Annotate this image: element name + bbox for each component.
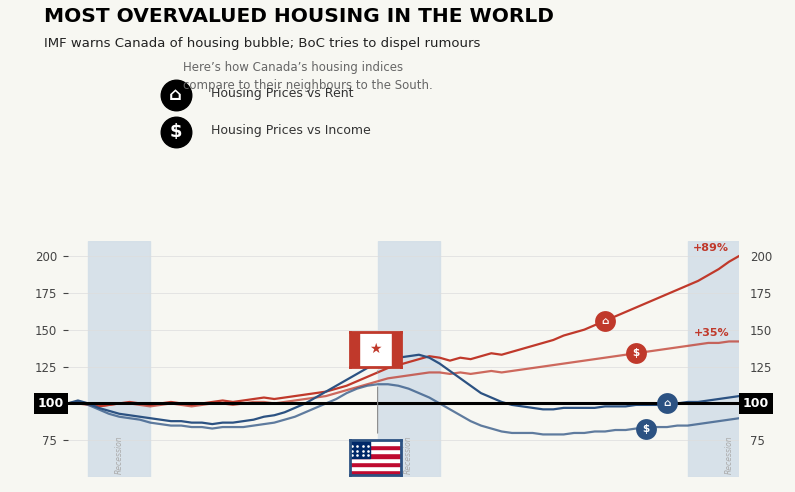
Bar [350, 440, 370, 458]
Text: +89%: +89% [693, 243, 729, 253]
Text: Recession: Recession [114, 435, 124, 473]
Text: Recession: Recession [724, 435, 734, 473]
Bar [350, 445, 401, 449]
Text: ★: ★ [370, 342, 382, 356]
Text: 100: 100 [743, 397, 769, 410]
Text: ⌂: ⌂ [169, 86, 182, 104]
Text: $: $ [642, 424, 650, 433]
Bar [378, 241, 440, 477]
Text: ⌂: ⌂ [601, 316, 609, 326]
Bar [350, 453, 401, 458]
Bar [350, 332, 359, 367]
Text: 100: 100 [38, 397, 64, 410]
Text: Recession: Recession [404, 435, 413, 473]
Bar [350, 449, 401, 453]
Bar [350, 470, 401, 475]
Bar [688, 241, 770, 477]
Bar [350, 466, 401, 470]
Text: IMF warns Canada of housing bubble; BoC tries to dispel rumours: IMF warns Canada of housing bubble; BoC … [44, 37, 480, 50]
Text: Here’s how Canada’s housing indices
compare to their neighbours to the South.: Here’s how Canada’s housing indices comp… [183, 62, 432, 92]
Text: Housing Prices vs Income: Housing Prices vs Income [211, 124, 370, 137]
Text: $: $ [169, 123, 182, 141]
Bar [350, 462, 401, 466]
Bar [88, 241, 150, 477]
Text: ⌂: ⌂ [663, 399, 671, 408]
Bar [350, 458, 401, 462]
Text: MOST OVERVALUED HOUSING IN THE WORLD: MOST OVERVALUED HOUSING IN THE WORLD [44, 7, 553, 27]
Bar [350, 440, 401, 445]
Text: $: $ [632, 348, 640, 358]
Text: +35%: +35% [693, 329, 729, 338]
Bar [392, 332, 401, 367]
Text: Housing Prices vs Rent: Housing Prices vs Rent [211, 87, 353, 100]
